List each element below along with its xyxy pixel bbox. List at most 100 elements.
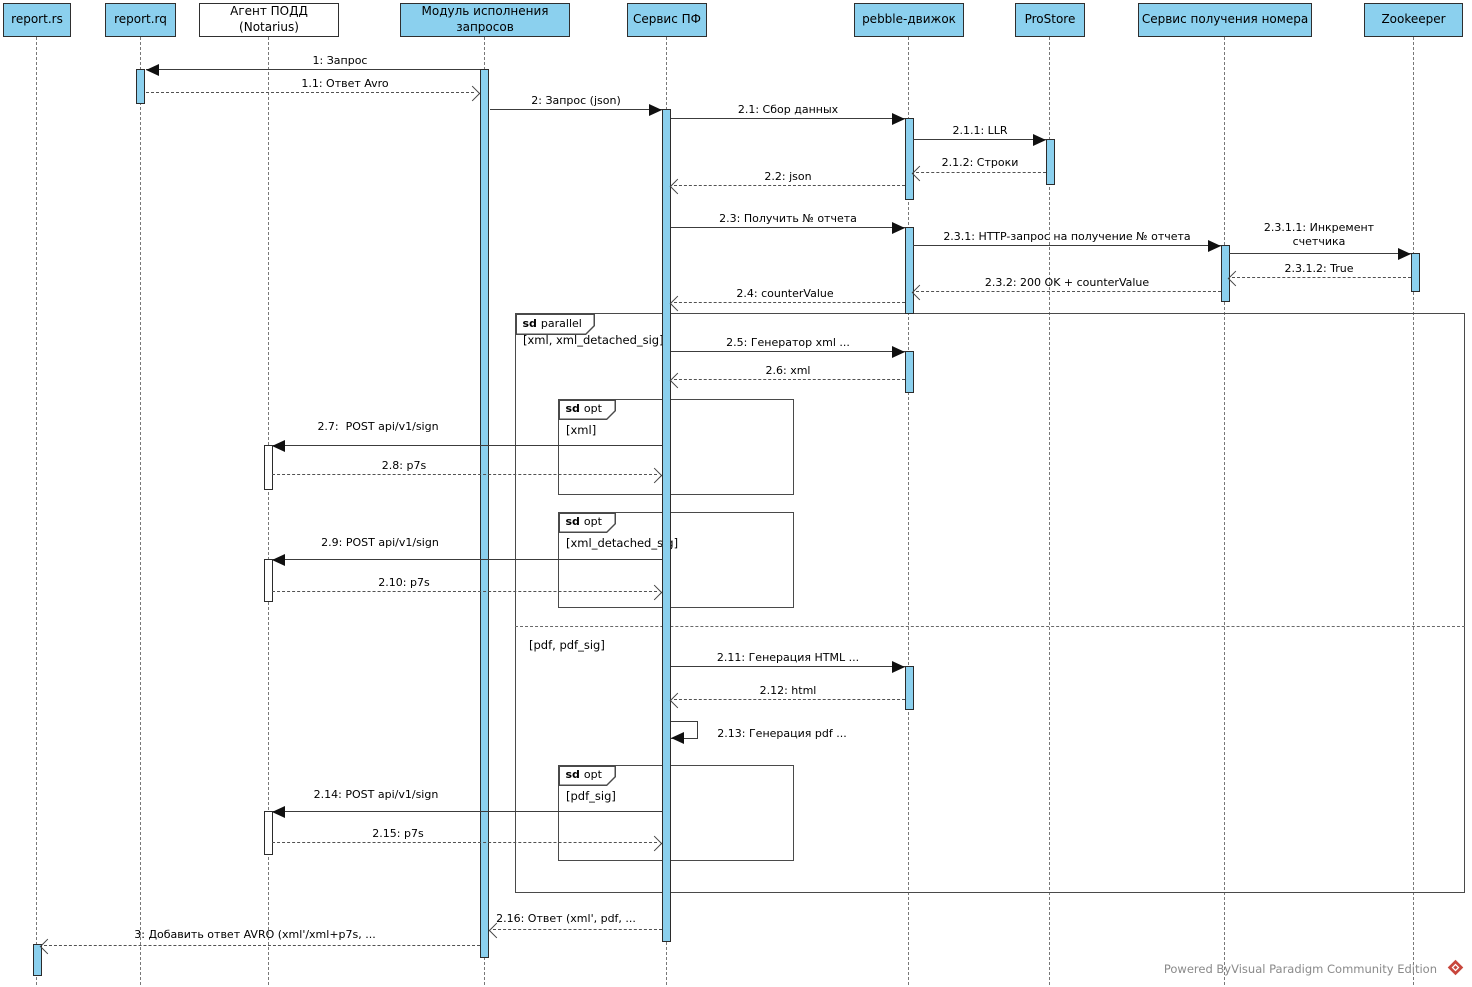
message-2.10-label: 2.10: p7s <box>378 576 430 589</box>
lifeline-report-rs <box>36 37 37 985</box>
message-2.13-arrowhead <box>671 732 684 744</box>
message-2.7-line <box>272 445 662 446</box>
message-2.3.1.2-line <box>1232 277 1411 278</box>
actor-zookeeper: Zookeeper <box>1364 3 1463 37</box>
message-2.8-line <box>272 474 657 475</box>
message-2.6-label: 2.6: xml <box>765 364 811 377</box>
message-2.2-arrowhead <box>669 178 686 195</box>
message-2.7-label: 2.7: POST api/v1/sign <box>317 420 439 433</box>
fragment-opt1-frame <box>558 399 794 495</box>
message-2.3.1.1-arrowhead <box>1398 248 1411 260</box>
message-3-line <box>44 945 480 946</box>
message-2.3.1-label: 2.3.1: HTTP-запрос на получение № отчета <box>943 230 1191 243</box>
activation-service-pf <box>662 109 671 942</box>
message-2.8-label: 2.8: p7s <box>381 459 427 472</box>
message-2.3.1.2-label: 2.3.1.2: True <box>1284 262 1354 275</box>
activation-module <box>480 69 489 958</box>
lifeline-agent-podd <box>268 37 269 985</box>
message-2.3.2-line <box>916 291 1221 292</box>
message-2.5-label: 2.5: Генератор xml ... <box>726 336 850 349</box>
message-2.3.1.1-line <box>1229 253 1411 254</box>
activation-agent-podd-2 <box>264 559 273 602</box>
activation-prostore <box>1046 139 1055 185</box>
fragment-opt3-frame <box>558 765 794 861</box>
message-2.4-arrowhead <box>669 295 686 312</box>
message-2-arrowhead <box>649 104 662 116</box>
message-2.9-label: 2.9: POST api/v1/sign <box>321 536 439 549</box>
message-2.3-arrowhead <box>892 222 905 234</box>
message-2.15-label: 2.15: p7s <box>372 827 424 840</box>
guard-opt2: [xml_detached_sig] <box>566 536 679 550</box>
fragment-operator-sd: sd <box>522 316 537 330</box>
message-3-label: 3: Добавить ответ AVRO (xml'/xml+p7s, ..… <box>134 928 376 941</box>
message-2.9-arrowhead <box>272 554 285 566</box>
message-2.2-line <box>674 185 905 186</box>
message-3-arrowhead <box>39 938 56 955</box>
actor-pebble: pebble-движок <box>854 3 964 37</box>
activation-pebble-3 <box>905 351 914 393</box>
fragment-operator-sd: sd <box>565 515 580 528</box>
fragment-opt1-operator-tag: sd opt <box>558 399 616 420</box>
message-2.3.1-line <box>913 245 1221 246</box>
message-2-label: 2: Запрос (json) <box>531 94 621 107</box>
message-2.9-line <box>272 559 662 560</box>
guard-opt3: [pdf_sig] <box>566 789 616 803</box>
fragment-operator-name: opt <box>583 402 602 415</box>
message-2.1.1-line <box>913 139 1046 140</box>
activation-agent-podd-1 <box>264 445 273 490</box>
actor-report-rq: report.rq <box>105 3 176 37</box>
message-2.13-loop-line <box>671 721 698 739</box>
lifeline-pebble <box>908 37 909 985</box>
fragment-parallel-operator-tag: sd parallel <box>515 313 595 335</box>
fragment-operator-name: parallel <box>540 316 582 330</box>
guard-parallel-branch2: [pdf, pdf_sig] <box>529 638 605 652</box>
fragment-operator-sd: sd <box>565 402 580 415</box>
message-2.6-line <box>674 379 905 380</box>
lifeline-zookeeper <box>1413 37 1414 985</box>
message-2.11-arrowhead <box>892 661 905 673</box>
message-2.16-line <box>493 929 662 930</box>
activation-pebble-4 <box>905 666 914 710</box>
actor-agent-podd: Агент ПОДД (Notarius) <box>199 3 339 37</box>
message-1.1-line <box>146 92 474 93</box>
message-2.3.2-arrowhead <box>911 284 928 301</box>
powered-by-watermark: Powered ByVisual Paradigm Community Edit… <box>1163 962 1437 976</box>
message-2.1.2-line <box>916 172 1046 173</box>
message-2.7-arrowhead <box>272 440 285 452</box>
message-2.4-label: 2.4: counterValue <box>736 287 834 300</box>
actor-report-rs: report.rs <box>3 3 71 37</box>
message-2.3.1.1-label: 2.3.1.1: Инкремент счетчика <box>1263 221 1375 248</box>
fragment-opt2-frame <box>558 512 794 608</box>
message-2.1-line <box>671 118 905 119</box>
activation-report-rs <box>33 944 42 976</box>
message-1-arrowhead <box>146 64 159 76</box>
message-2.16-label: 2.16: Ответ (xml', pdf, ... <box>496 912 636 925</box>
message-2.14-arrowhead <box>272 806 285 818</box>
message-2.15-line <box>272 842 657 843</box>
message-2.12-label: 2.12: html <box>759 684 817 697</box>
message-2.3-label: 2.3: Получить № отчета <box>719 212 857 225</box>
message-2.1.2-label: 2.1.2: Строки <box>941 156 1019 169</box>
fragment-parallel-frame <box>515 313 1465 893</box>
activation-number-service <box>1221 245 1230 302</box>
fragment-operator-sd: sd <box>565 768 580 781</box>
message-2.1.2-arrowhead <box>911 165 928 182</box>
fragment-opt3-operator-tag: sd opt <box>558 765 616 786</box>
message-2.1.1-arrowhead <box>1033 134 1046 146</box>
message-2.1-label: 2.1: Сбор данных <box>737 103 839 116</box>
lifeline-report-rq <box>140 37 141 985</box>
message-2.14-line <box>272 811 662 812</box>
activation-pebble-2 <box>905 227 914 314</box>
message-1.1-label: 1.1: Ответ Avro <box>301 77 389 90</box>
message-1-label: 1: Запрос <box>312 54 368 67</box>
message-2.1.1-label: 2.1.1: LLR <box>952 124 1008 137</box>
actor-number-service: Сервис получения номера <box>1138 3 1312 37</box>
activation-report-rq <box>136 69 145 104</box>
message-2.3-line <box>671 227 905 228</box>
activation-pebble-1 <box>905 118 914 200</box>
activation-agent-podd-3 <box>264 811 273 855</box>
fragment-parallel-branch-divider <box>515 626 1465 627</box>
fragment-operator-name: opt <box>583 768 602 781</box>
message-2.5-arrowhead <box>892 346 905 358</box>
